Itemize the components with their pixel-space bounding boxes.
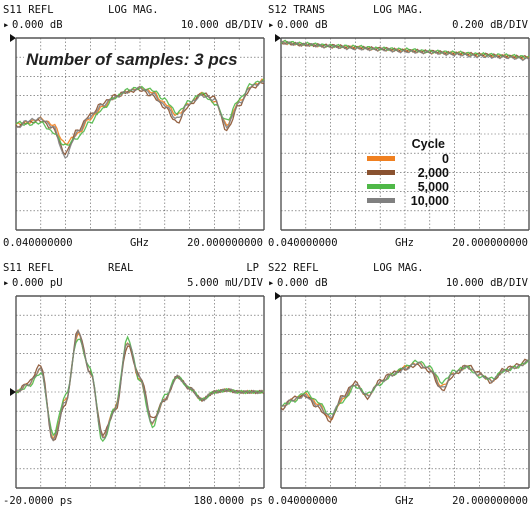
x-stop-label: 180.0000 ps [193,495,263,507]
plot-area [275,34,530,231]
reference-level-arrow-icon [275,34,281,42]
trace-parameter-label: S11 REFL [3,4,54,16]
chart-panel-s12-trans: S12 TRANS LOG MAG. ▸ 0.000 dB 0.200 dB/DIV 0.… [265,0,530,257]
reference-marker-icon: ▸ [3,19,10,31]
reference-value-label: 0.000 dB [277,277,328,289]
series-line [15,329,265,442]
x-start-label: 0.040000000 [268,495,338,507]
series-line [280,359,530,420]
reference-value-label: 0.000 pU [12,277,63,289]
x-start-label: 0.040000000 [3,237,73,249]
x-stop-label: 20.000000000 [452,237,528,249]
reference-level-arrow-icon [10,34,16,42]
trace-parameter-label: S11 REFL [3,262,54,274]
plot-area [10,295,265,489]
trace-mode-label: LP [246,262,259,274]
plot-area [10,34,265,231]
reference-marker-icon: ▸ [268,277,275,289]
series-line [15,329,265,442]
trace-format-label: LOG MAG. [373,4,424,16]
scale-per-division-label: 5.000 mU/DIV [187,277,263,289]
scale-per-division-label: 10.000 dB/DIV [180,19,263,31]
series-line [15,80,265,159]
legend-entry: 5,000 [367,180,449,194]
legend-swatch [367,156,395,161]
reference-value-label: 0.000 dB [277,19,328,31]
trace-format-label: REAL [108,262,134,274]
x-unit-label: GHz [395,237,414,249]
legend-swatch [367,198,395,203]
scale-per-division-label: 10.000 dB/DIV [445,277,528,289]
reference-level-arrow-icon [275,292,281,300]
trace-format-label: LOG MAG. [108,4,159,16]
legend-swatch [367,184,395,189]
trace-parameter-label: S22 REFL [268,262,319,274]
legend-entry: 0 [367,152,449,166]
legend-label: 5,000 [417,180,449,194]
x-stop-label: 20.000000000 [187,237,263,249]
legend-swatch [367,170,395,175]
x-unit-label: GHz [130,237,149,249]
legend-entry: 10,000 [367,194,449,208]
series-line [280,359,530,419]
reference-marker-icon: ▸ [3,277,10,289]
chart-panel-s22-logmag: S22 REFL LOG MAG. ▸ 0.000 dB 10.000 dB/DIV 0.… [265,258,530,515]
trace-format-label: LOG MAG. [373,262,424,274]
reference-marker-icon: ▸ [268,19,275,31]
x-stop-label: 20.000000000 [452,495,528,507]
legend-label: 2,000 [417,166,449,180]
legend-label: 10,000 [410,194,449,208]
reference-level-arrow-icon [10,388,16,396]
x-unit-label: GHz [395,495,414,507]
legend-title: Cycle [411,137,445,151]
x-start-label: -20.0000 ps [3,495,73,507]
series-line [280,41,530,62]
sample-count-annotation: Number of samples: 3 pcs [24,50,240,70]
reference-value-label: 0.000 dB [12,19,63,31]
chart-panel-s11-logmag: S11 REFL LOG MAG. ▸ 0.000 dB 10.000 dB/DIV 0.… [0,0,265,257]
chart-panel-s11-real: S11 REFL REAL LP ▸ 0.000 pU 5.000 mU/DIV -20.0… [0,258,265,515]
cycle-legend: Cycle 0 2,000 5,000 10,000 [367,137,449,208]
series-line [15,335,265,443]
x-start-label: 0.040000000 [268,237,338,249]
legend-label: 0 [442,152,449,166]
scale-per-division-label: 0.200 dB/DIV [452,19,528,31]
trace-parameter-label: S12 TRANS [268,4,325,16]
plot-area [275,292,530,489]
legend-entry: 2,000 [367,166,449,180]
